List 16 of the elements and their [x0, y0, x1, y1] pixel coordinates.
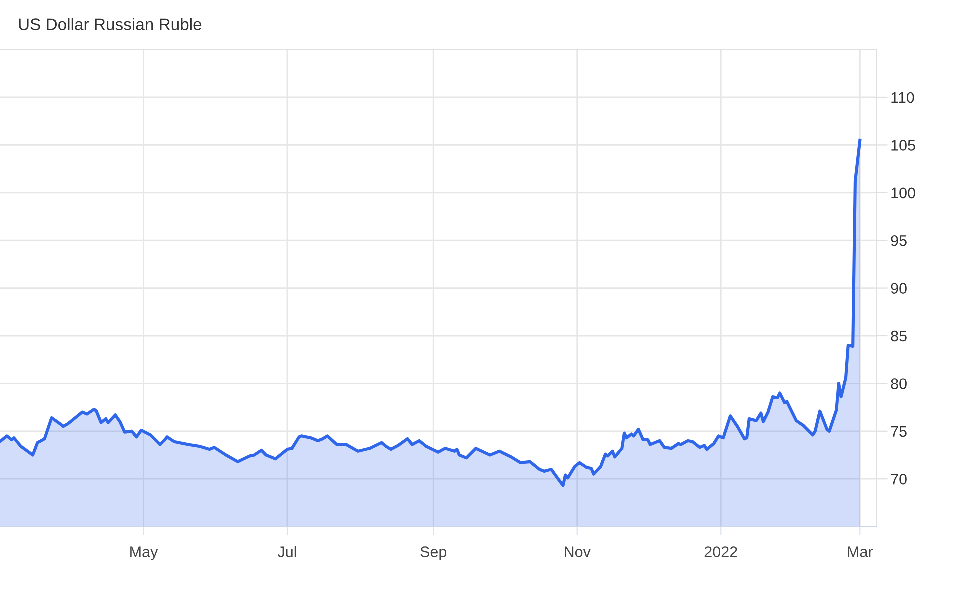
y-tick-label: 85	[891, 330, 907, 342]
y-tick-label: 80	[891, 378, 907, 390]
y-tick-label: 75	[891, 426, 907, 438]
y-tick-label: 105	[892, 140, 916, 151]
x-tick-label: 2022	[704, 546, 738, 558]
x-tick-label: Sep	[420, 546, 447, 560]
x-tick-label: Jul	[278, 546, 296, 558]
y-tick-label: 70	[891, 474, 907, 485]
chart-title: US Dollar Russian Ruble	[19, 18, 202, 30]
y-tick-label: 100	[892, 188, 916, 199]
y-tick-label: 95	[891, 235, 907, 246]
x-tick-label: Nov	[565, 546, 591, 558]
y-tick-label: 110	[892, 92, 914, 104]
y-tick-label: 90	[891, 283, 907, 294]
x-tick-label: May	[130, 546, 158, 560]
x-tick-label: Mar	[848, 546, 874, 558]
